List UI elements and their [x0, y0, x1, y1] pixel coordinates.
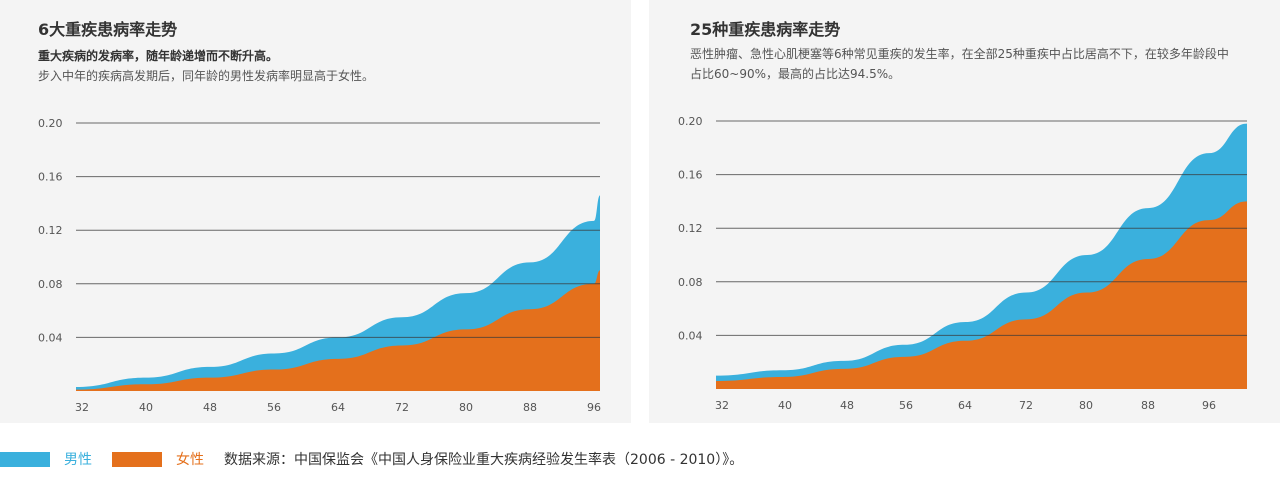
chart-panel-2: 25种重疾患病率走势 恶性肿瘤、急性心肌梗塞等6种常见重疾的发生率，在全部25种… [649, 0, 1280, 423]
chart-subtitle: 重大疾病的发病率，随年龄递增而不断升高。 步入中年的疾病高发期后，同年龄的男性发… [38, 46, 598, 86]
x-tick-label: 56 [267, 401, 281, 414]
y-tick-label: 0.20 [678, 115, 703, 128]
y-tick-label: 0.20 [38, 117, 63, 130]
x-tick-label: 64 [331, 401, 345, 414]
x-tick-label: 40 [139, 401, 153, 414]
legend-swatch-male [0, 451, 50, 467]
chart-title: 6大重疾患病率走势 [38, 20, 178, 39]
y-tick-label: 0.16 [38, 171, 63, 184]
x-tick-label: 72 [1019, 399, 1033, 412]
subtitle-line: 恶性肿瘤、急性心肌梗塞等6种常见重疾的发生率，在全部25种重疾中占比居高不下，在… [690, 47, 1229, 81]
x-tick-label: 80 [1079, 399, 1093, 412]
subtitle-line: 步入中年的疾病高发期后，同年龄的男性发病率明显高于女性。 [38, 69, 375, 83]
chart-panel-1: 6大重疾患病率走势 重大疾病的发病率，随年龄递增而不断升高。 步入中年的疾病高发… [0, 0, 631, 423]
subtitle-bold-line: 重大疾病的发病率，随年龄递增而不断升高。 [38, 49, 279, 63]
x-tick-label: 72 [395, 401, 409, 414]
x-tick-label: 56 [899, 399, 913, 412]
chart-plot: 0.04 0.08 0.12 0.16 0.20 32 40 48 56 64 72 80 88 96 [678, 115, 1247, 412]
data-source-text: 数据来源：中国保监会《中国人身保险业重大疾病经验发生率表（2006 - 2010… [224, 452, 744, 468]
legend-label-female: 女性 [176, 452, 204, 468]
y-tick-label: 0.12 [38, 224, 63, 237]
x-tick-label: 88 [1141, 399, 1155, 412]
x-tick-label: 80 [459, 401, 473, 414]
chart-plot: 0.04 0.08 0.12 0.16 0.20 32 40 48 56 64 72 80 88 96 [38, 117, 601, 414]
chart-title: 25种重疾患病率走势 [690, 20, 841, 39]
x-tick-label: 48 [203, 401, 217, 414]
y-tick-label: 0.08 [678, 276, 703, 289]
y-tick-label: 0.16 [678, 169, 703, 182]
x-tick-label: 40 [778, 399, 792, 412]
x-tick-label: 88 [523, 401, 537, 414]
x-tick-label: 64 [958, 399, 972, 412]
x-tick-label: 96 [587, 401, 601, 414]
x-tick-label: 32 [75, 401, 89, 414]
y-tick-label: 0.08 [38, 278, 63, 291]
x-tick-label: 48 [840, 399, 854, 412]
legend-label-male: 男性 [64, 452, 92, 468]
chart-subtitle: 恶性肿瘤、急性心肌梗塞等6种常见重疾的发生率，在全部25种重疾中占比居高不下，在… [690, 44, 1240, 84]
legend: 男性 女性 数据来源：中国保监会《中国人身保险业重大疾病经验发生率表（2006 … [0, 446, 743, 472]
area-series-female [716, 201, 1247, 389]
x-tick-label: 32 [715, 399, 729, 412]
y-tick-label: 0.12 [678, 222, 703, 235]
y-tick-label: 0.04 [678, 329, 703, 342]
y-tick-label: 0.04 [38, 331, 63, 344]
x-tick-label: 96 [1202, 399, 1216, 412]
area-series-female [76, 270, 600, 391]
legend-swatch-female [112, 451, 162, 467]
